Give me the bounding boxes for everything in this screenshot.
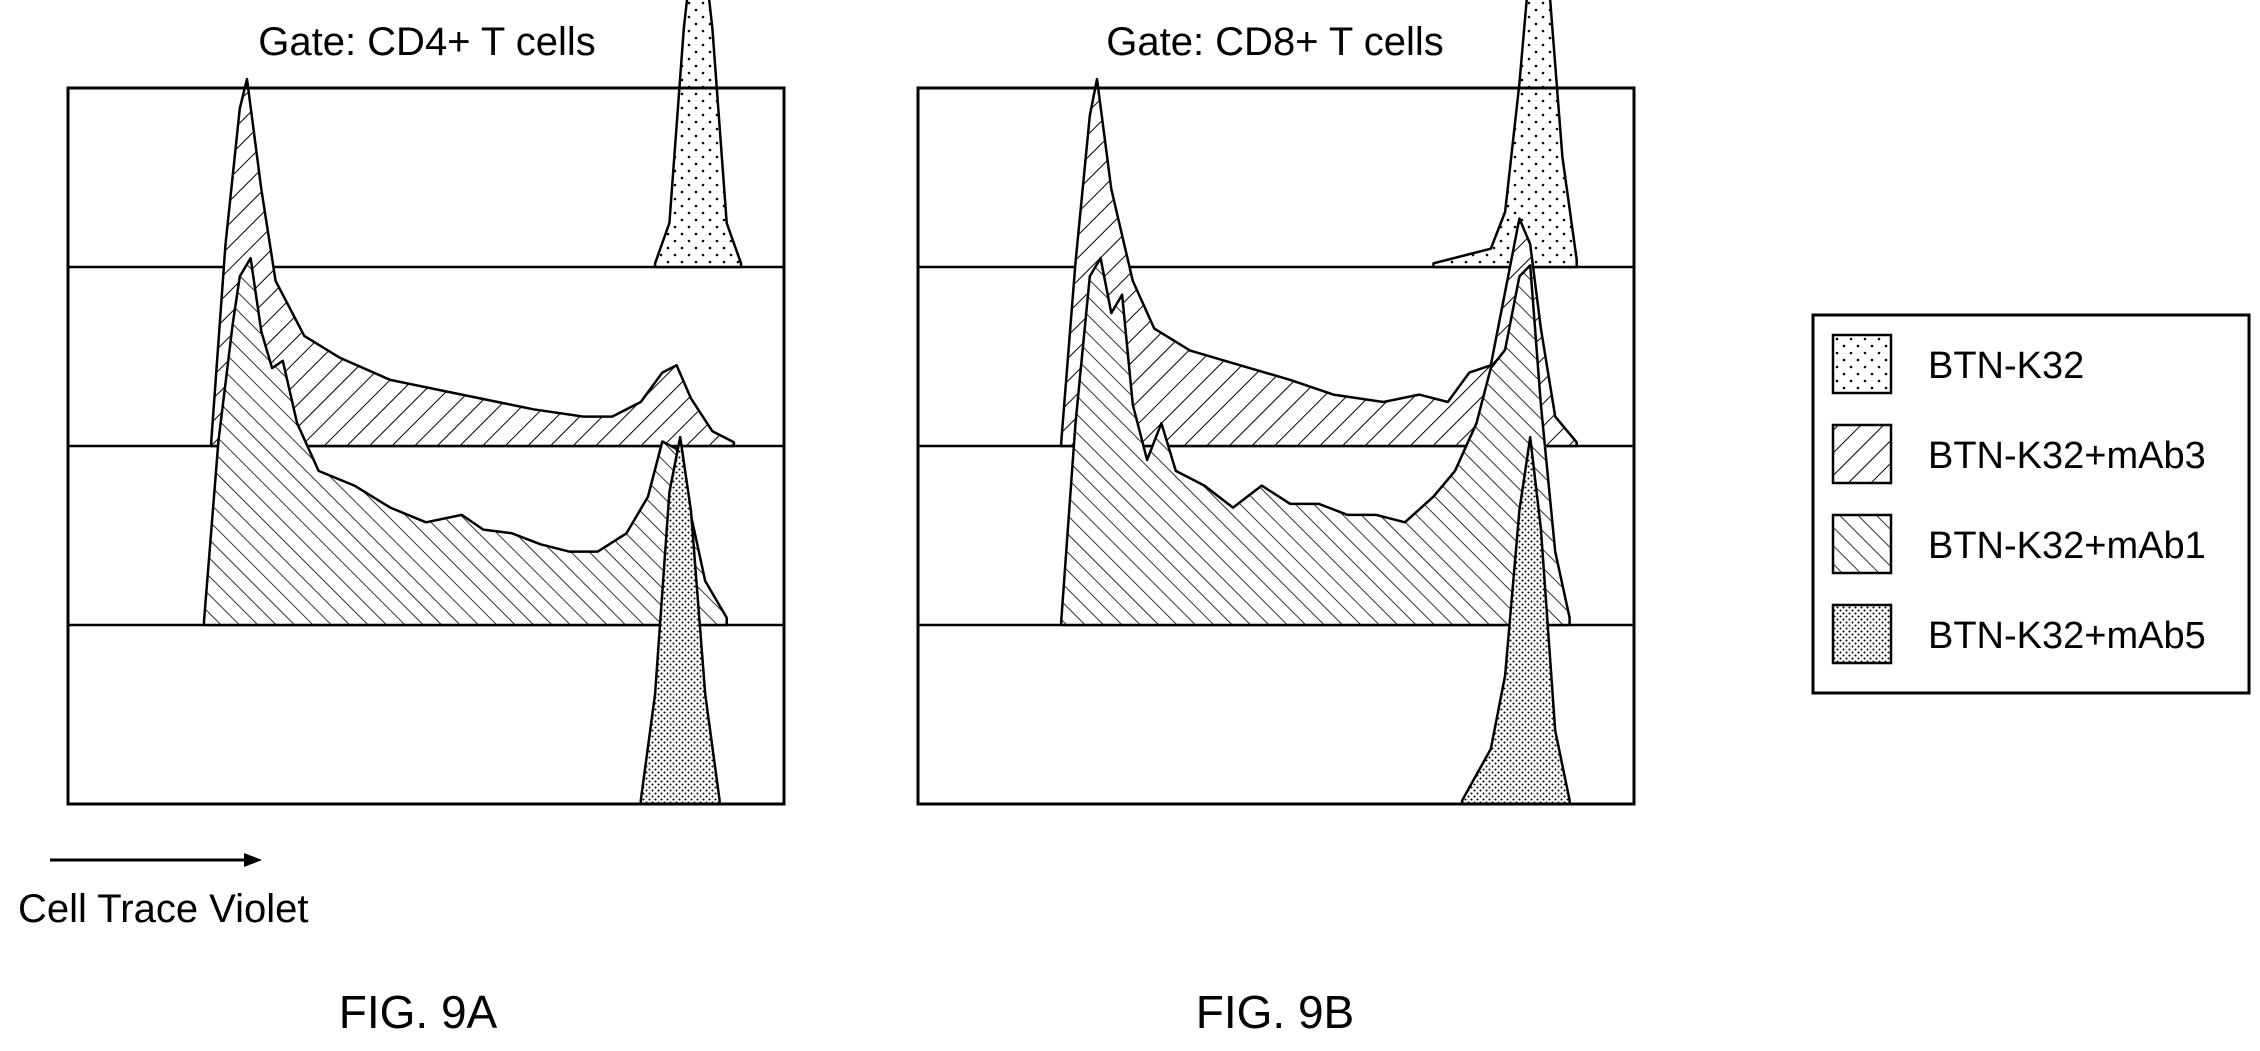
panel-title: Gate: CD4+ T cells	[258, 20, 596, 64]
legend-swatch	[1831, 603, 1893, 665]
figure-caption: FIG. 9B	[1196, 986, 1354, 1038]
histogram-forward-hatch	[1059, 77, 1578, 448]
panel-title: Gate: CD8+ T cells	[1106, 20, 1444, 64]
legend-swatch	[1831, 423, 1893, 485]
legend-swatch	[1831, 513, 1893, 575]
histogram-dense-dots	[639, 435, 721, 806]
arrow-head	[244, 853, 262, 867]
plot-frame	[916, 86, 1636, 806]
panel-cd8: Gate: CD8+ T cells FIG. 9B	[916, 0, 1636, 1038]
legend-label: BTN-K32+mAb5	[1928, 615, 2206, 657]
panel-cd4: Gate: CD4+ T cells FIG. 9A	[66, 0, 786, 1038]
x-axis-indicator: Cell Trace Violet	[18, 853, 309, 931]
legend-label: BTN-K32+mAb3	[1928, 435, 2206, 477]
histogram-backward-hatch	[1059, 256, 1571, 627]
series-layer	[68, 0, 784, 806]
figure-caption: FIG. 9A	[339, 986, 498, 1038]
series-layer	[918, 0, 1634, 806]
histogram-sparse-dots	[1432, 0, 1578, 269]
histogram-sparse-dots	[653, 0, 743, 269]
legend: BTN-K32 BTN-K32+mAb3 BTN-K32+mAb1 BTN-K32+m…	[1811, 313, 2251, 695]
x-axis-label: Cell Trace Violet	[18, 887, 309, 931]
legend-label: BTN-K32+mAb1	[1928, 525, 2206, 567]
legend-swatch	[1831, 333, 1893, 395]
histogram-dense-dots	[1460, 435, 1571, 806]
plot-frame	[66, 86, 786, 806]
legend-label: BTN-K32	[1928, 345, 2084, 387]
